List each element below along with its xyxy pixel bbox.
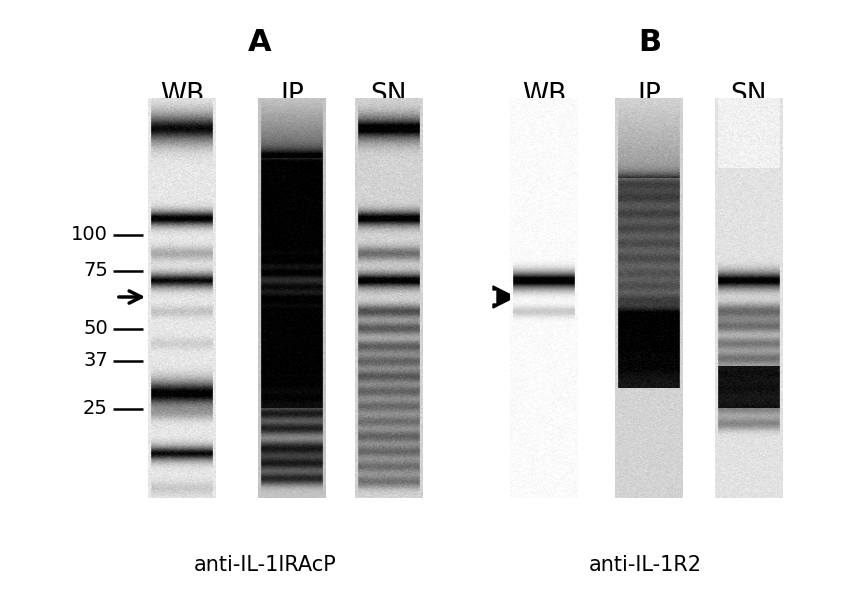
Text: anti-IL-1IRAcP: anti-IL-1IRAcP	[194, 555, 337, 575]
Text: anti-IL-1R2: anti-IL-1R2	[588, 555, 701, 575]
FancyArrow shape	[493, 286, 515, 308]
Text: 50: 50	[83, 319, 108, 338]
Text: IP: IP	[280, 82, 303, 108]
Text: B: B	[638, 28, 661, 57]
Text: 75: 75	[83, 262, 108, 281]
Text: 25: 25	[83, 400, 108, 419]
Text: WB: WB	[160, 82, 204, 108]
Text: 37: 37	[83, 351, 108, 370]
Text: SN: SN	[731, 82, 768, 108]
Text: 100: 100	[71, 226, 108, 245]
Text: WB: WB	[522, 82, 566, 108]
Text: A: A	[248, 28, 272, 57]
Text: SN: SN	[371, 82, 407, 108]
Text: IP: IP	[638, 82, 660, 108]
